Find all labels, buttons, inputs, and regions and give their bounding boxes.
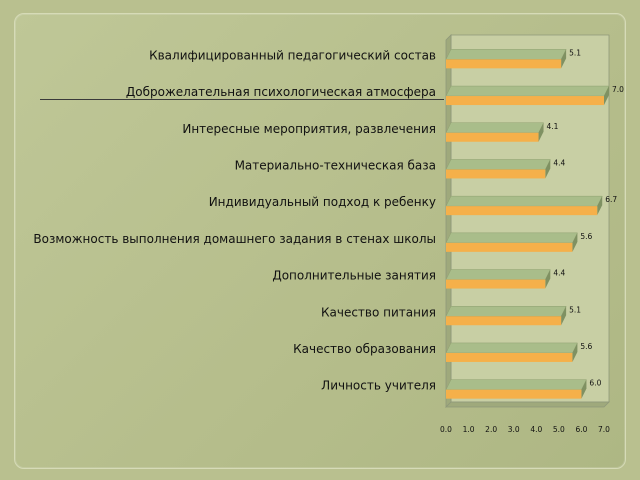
bar-front-face: [446, 389, 582, 399]
bar: [445, 122, 544, 142]
bar: [445, 85, 610, 106]
x-tick-label: 5.0: [553, 425, 565, 434]
bar-front-face: [446, 352, 573, 362]
bar-front-face: [446, 96, 604, 106]
category-label: Материально-техническая база: [235, 158, 436, 172]
bar-side-face: [581, 379, 587, 399]
bar-top-face: [445, 49, 567, 60]
bar-side-face: [538, 122, 544, 142]
bar: [445, 269, 551, 289]
category-label: Возможность выполнения домашнего задания…: [33, 232, 436, 246]
category-label: Индивидуальный подход к ребенку: [209, 195, 436, 209]
value-label: 4.4: [553, 269, 565, 278]
bar-top-face: [445, 379, 587, 390]
chart-floor: [445, 401, 610, 408]
value-label: 5.6: [580, 232, 592, 241]
bar-side-face: [545, 159, 551, 179]
bar-top-face: [445, 306, 567, 317]
bar-side-face: [561, 306, 567, 326]
bar-top-face: [445, 85, 610, 97]
bar-front-face: [446, 206, 598, 216]
bar-top-face: [445, 342, 578, 354]
value-label: 7.0: [612, 85, 624, 94]
value-label: 4.1: [547, 122, 559, 131]
value-label: 5.1: [569, 48, 581, 57]
x-tick-label: 2.0: [485, 425, 497, 434]
category-label: Качество питания: [321, 305, 436, 319]
bar: [445, 232, 578, 252]
bar-top-face: [445, 122, 544, 133]
bar: [445, 159, 551, 179]
bar-side-face: [597, 196, 603, 216]
x-tick-label: 4.0: [530, 425, 542, 434]
bar: [445, 342, 578, 362]
category-label: Качество образования: [293, 342, 436, 356]
value-label: 4.4: [553, 158, 565, 167]
category-label: Интересные мероприятия, развлечения: [182, 122, 436, 136]
bar-top-face: [445, 159, 551, 170]
value-label: 6.7: [605, 195, 617, 204]
category-labels: Квалифицированный педагогический состав Д…: [33, 48, 436, 392]
category-label: Квалифицированный педагогический состав: [149, 48, 436, 62]
x-tick-label: 6.0: [575, 425, 587, 434]
bar-front-face: [446, 279, 546, 289]
bar-top-face: [445, 232, 578, 244]
category-label: Дополнительные занятия: [272, 269, 436, 283]
bar: [445, 49, 567, 69]
bar-side-face: [572, 342, 578, 362]
bar-side-face: [604, 86, 609, 106]
bar: [445, 379, 587, 399]
value-label: 5.6: [580, 342, 592, 351]
x-axis-ticks: 0.0 1.0 2.0 3.0 4.0 5.0 6.0 7.0: [440, 425, 610, 434]
bar-top-face: [445, 195, 603, 207]
x-tick-label: 7.0: [598, 425, 610, 434]
x-tick-label: 1.0: [463, 425, 475, 434]
bar-front-face: [446, 169, 546, 179]
bar-top-face: [445, 269, 551, 280]
chart-bars: [445, 49, 610, 399]
value-label: 6.0: [589, 379, 601, 388]
bar-front-face: [446, 242, 573, 252]
bar-front-face: [446, 316, 562, 326]
bar-side-face: [561, 49, 567, 69]
value-label: 5.1: [569, 305, 581, 314]
bar: [445, 195, 603, 216]
category-label: Доброжелательная психологическая атмосфе…: [126, 85, 436, 99]
bar-front-face: [446, 132, 539, 142]
category-label: Личность учителя: [321, 379, 436, 393]
bar-side-face: [545, 269, 551, 289]
bar: [445, 306, 567, 326]
bar-side-face: [572, 232, 578, 252]
divider-line: [40, 99, 444, 100]
bar-front-face: [446, 59, 562, 69]
value-labels: 5.1 7.0 4.1 4.4 6.7 5.6 4.4 5.1 5.6 6.0: [547, 48, 625, 387]
x-tick-label: 3.0: [508, 425, 520, 434]
x-tick-label: 0.0: [440, 425, 452, 434]
